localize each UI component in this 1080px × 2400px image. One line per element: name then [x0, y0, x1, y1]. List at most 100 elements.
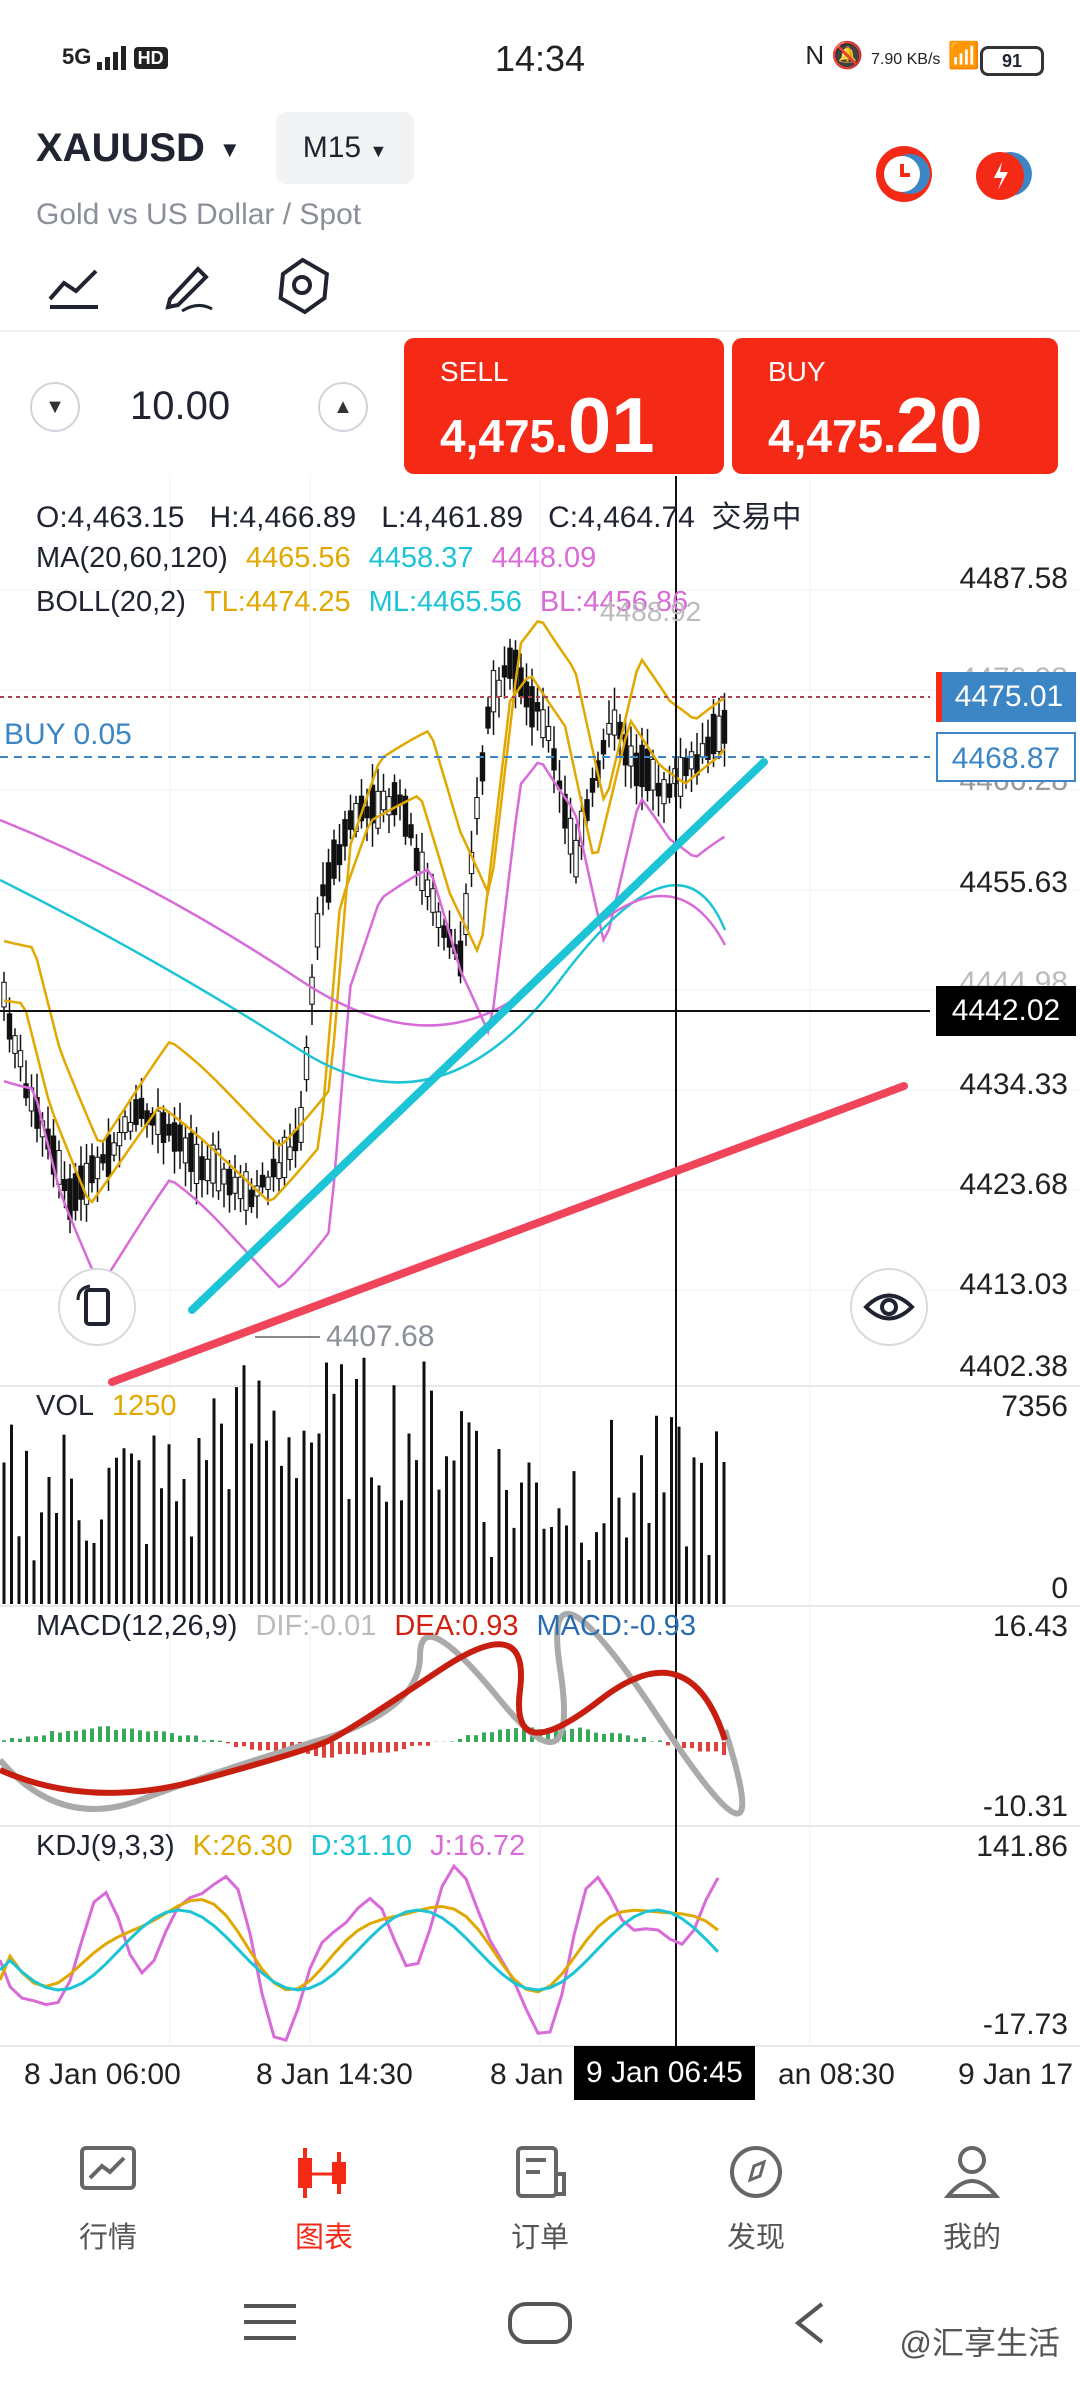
- candle-body: [529, 686, 535, 728]
- price-chart[interactable]: [0, 476, 1080, 2086]
- chart-settings-icon[interactable]: [272, 255, 332, 315]
- candle-body: [83, 1162, 90, 1205]
- candle-body: [1, 981, 7, 1008]
- trading-status: 交易中: [711, 501, 802, 534]
- candle-body: [17, 1050, 24, 1068]
- system-nav-bar: [0, 2280, 1080, 2400]
- candle-body: [309, 976, 315, 1005]
- signal-icon: [97, 46, 127, 71]
- ma-label: MA(20,60,120): [36, 542, 228, 574]
- vol-axis-max: 7356: [1001, 1390, 1068, 1423]
- candle-body: [490, 670, 497, 713]
- candle-body: [342, 819, 348, 847]
- symbol-name: XAUUSD: [36, 126, 205, 170]
- candle-body: [606, 722, 612, 735]
- draw-pen-icon[interactable]: [158, 255, 218, 315]
- candle-body: [314, 913, 321, 948]
- candle-body: [105, 1134, 112, 1178]
- candle-body: [584, 799, 590, 821]
- candle-body: [100, 1154, 106, 1164]
- price-axis-label: 4402.38: [959, 1350, 1068, 1383]
- quantity-field[interactable]: 10.00: [130, 384, 231, 428]
- candle-body: [551, 748, 557, 771]
- home-icon[interactable]: [506, 2300, 574, 2346]
- ma-60-value: 4458.37: [368, 542, 474, 574]
- back-icon[interactable]: [790, 2300, 830, 2346]
- menu-icon[interactable]: [240, 2300, 300, 2344]
- clock-alert-icon[interactable]: [874, 144, 934, 204]
- candle-body: [171, 1122, 178, 1152]
- candle-body: [336, 844, 343, 866]
- candle-body: [331, 839, 337, 879]
- timeframe-selector[interactable]: M15 ▼: [276, 112, 414, 184]
- symbol-selector[interactable]: XAUUSD ▼: [36, 126, 241, 171]
- kdj-d-value: D:31.10: [310, 1830, 413, 1862]
- candle-body: [413, 847, 420, 871]
- cyan-trendline: [188, 758, 768, 1314]
- candle-body: [391, 782, 398, 816]
- nav-discover[interactable]: 发现: [648, 2110, 864, 2270]
- nav-label: 发现: [726, 2222, 785, 2254]
- flash-trade-icon[interactable]: [972, 144, 1032, 204]
- price-axis-label: 4413.03: [959, 1268, 1068, 1301]
- candle-body: [644, 748, 651, 792]
- visibility-toggle-button[interactable]: [850, 1268, 928, 1346]
- eye-icon: [863, 1293, 915, 1321]
- caret-down-icon: ▼: [369, 141, 388, 161]
- kdj-j-value: J:16.72: [430, 1830, 526, 1862]
- nav-orders[interactable]: 订单: [432, 2110, 648, 2270]
- candle-body: [270, 1158, 277, 1178]
- nfc-icon: N: [805, 40, 825, 70]
- sell-price-pips: 01: [567, 381, 655, 469]
- candle-body: [545, 725, 552, 741]
- rotate-screen-button[interactable]: [58, 1268, 136, 1346]
- nav-chart[interactable]: 图表: [216, 2110, 432, 2270]
- candle-body: [534, 702, 541, 712]
- candle-body: [523, 681, 530, 708]
- candle-body: [248, 1189, 255, 1208]
- candle-body: [265, 1176, 271, 1190]
- orders-icon: [516, 2146, 566, 2198]
- candle-body: [287, 1146, 293, 1161]
- candle-body: [138, 1097, 145, 1119]
- candle-body: [677, 757, 684, 797]
- candle-body: [221, 1168, 227, 1185]
- crosshair-time-label: 9 Jan 06:45: [574, 2046, 755, 2100]
- indicator-icon[interactable]: [44, 255, 104, 315]
- sell-button[interactable]: SELL 4,475.01: [404, 338, 724, 474]
- vol-axis-min: 0: [1051, 1572, 1068, 1605]
- hd-badge: HD: [133, 47, 168, 69]
- candle-body: [199, 1156, 205, 1181]
- ohlc-readout: O:4,463.15 H:4,466.89 L:4,461.89 C:4,464…: [36, 492, 802, 536]
- kdj-label: KDJ(9,3,3): [36, 1830, 175, 1862]
- market-icon: [80, 2146, 136, 2190]
- candle-body: [325, 862, 332, 903]
- wifi-icon: 📶: [947, 40, 980, 70]
- nav-market[interactable]: 行情: [0, 2110, 216, 2270]
- buy-price: 4,475.20: [768, 380, 983, 471]
- candle-body: [611, 709, 618, 736]
- candle-body: [133, 1099, 139, 1125]
- candle-body: [127, 1121, 134, 1132]
- candle-body: [661, 779, 667, 805]
- kdj-k-line: [0, 1898, 719, 1994]
- nav-profile[interactable]: 我的: [864, 2110, 1080, 2270]
- macd-hist-value: MACD:-0.93: [536, 1610, 697, 1642]
- quantity-decrease-button[interactable]: ▼: [30, 382, 80, 432]
- candle-body: [210, 1144, 216, 1184]
- candle-body: [573, 839, 579, 878]
- candle-body: [600, 740, 607, 755]
- candle-body: [721, 709, 728, 744]
- candle-body: [177, 1124, 183, 1152]
- quantity-increase-button[interactable]: ▲: [318, 382, 368, 432]
- time-axis-label: 9 Jan 17: [958, 2058, 1074, 2091]
- buy-button[interactable]: BUY 4,475.20: [732, 338, 1058, 474]
- watermark: @汇享生活: [899, 2325, 1061, 2361]
- position-line-label[interactable]: BUY 0.05: [4, 718, 132, 751]
- sub-indicators: [0, 1357, 746, 2042]
- rotate-icon: [76, 1284, 110, 1326]
- macd-axis-max: 16.43: [992, 1610, 1068, 1643]
- candle-body: [182, 1137, 189, 1164]
- candle-body: [463, 893, 469, 935]
- candle-body: [710, 713, 717, 755]
